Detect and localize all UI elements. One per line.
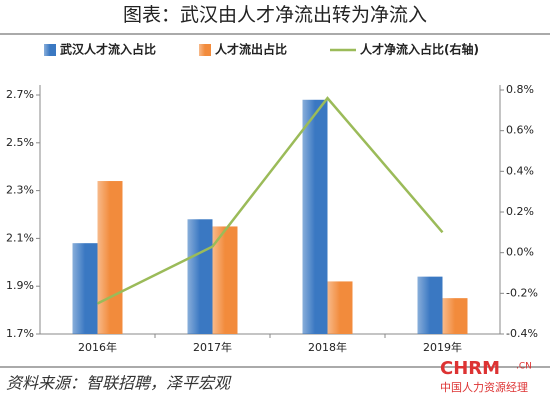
x-tick-label: 2017年 [193, 340, 232, 354]
x-tick-label: 2019年 [423, 340, 462, 354]
y2-tick-label: 0.0% [506, 246, 534, 259]
bar [417, 276, 443, 334]
bar [72, 243, 98, 334]
source: 资料来源：智联招聘，泽平宏观 [6, 374, 232, 393]
chart-title: 图表：武汉由人才净流出转为净流入 [123, 4, 427, 26]
legend-label: 人才流出占比 [215, 42, 287, 57]
bar [97, 181, 123, 334]
watermark: .CN [516, 362, 532, 372]
x-tick-label: 2018年 [308, 340, 347, 354]
bar [212, 226, 238, 334]
legend-swatch [199, 44, 211, 56]
watermark: CHRM [440, 358, 500, 379]
y2-tick-label: 0.8% [506, 83, 534, 96]
legend-swatch [44, 44, 56, 56]
y-tick-label: 1.7% [6, 327, 34, 340]
bar [302, 99, 328, 334]
y2-tick-label: 0.2% [506, 205, 534, 218]
x-tick-label: 2016年 [78, 340, 117, 354]
bar [187, 219, 213, 334]
y-tick-label: 1.9% [6, 279, 34, 292]
watermark: 中国人力资源经理 [440, 380, 528, 394]
y-tick-label: 2.5% [6, 136, 34, 149]
y2-tick-label: -0.4% [506, 327, 538, 340]
legend-label: 人才净流入占比(右轴) [360, 42, 479, 57]
legend-label: 武汉人才流入占比 [60, 42, 156, 57]
y-tick-label: 2.7% [6, 88, 34, 101]
y2-tick-label: -0.2% [506, 286, 538, 299]
y-tick-label: 2.1% [6, 231, 34, 244]
bar [442, 298, 468, 334]
line [96, 96, 444, 305]
y2-tick-label: 0.4% [506, 164, 534, 177]
bar [327, 281, 353, 334]
y-tick-label: 2.3% [6, 184, 34, 197]
y2-tick-label: 0.6% [506, 124, 534, 137]
